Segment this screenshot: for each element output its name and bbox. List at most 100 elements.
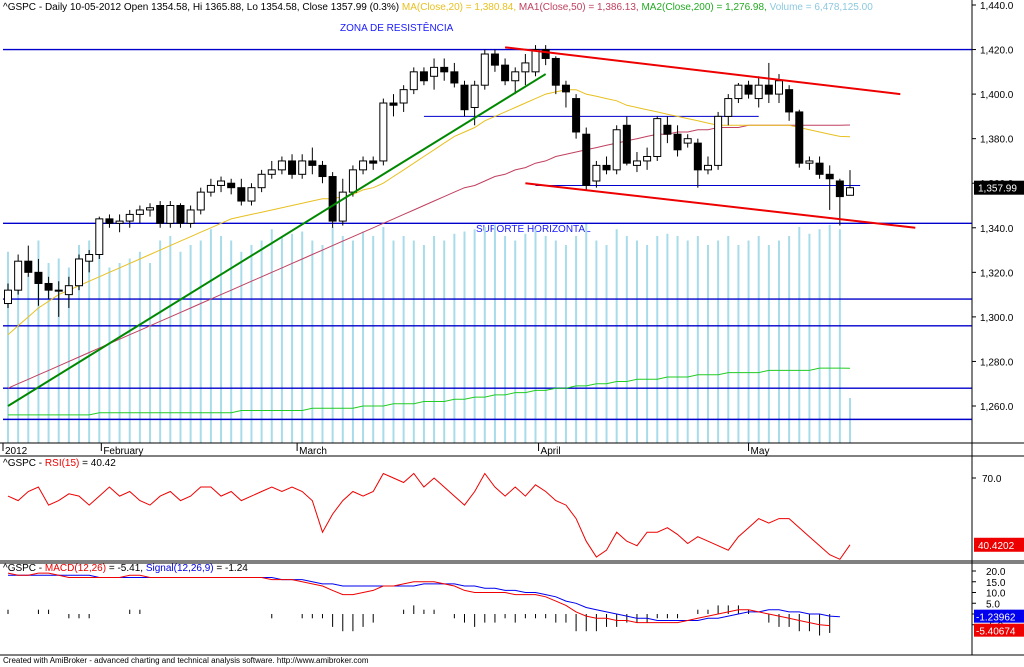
candle-body (206, 184, 215, 193)
macd-badge-bg (974, 623, 1024, 637)
candle-body (247, 187, 256, 202)
month-label: May (751, 446, 770, 457)
candle-body (622, 124, 631, 164)
header-ma50: MA1(Close,50) = 1,386.13, (518, 2, 639, 13)
candle-body (14, 260, 23, 291)
volume-bar (666, 233, 669, 443)
volume-bar (240, 251, 243, 443)
candle-body (541, 49, 550, 59)
volume-bar (686, 240, 689, 443)
price-tick-label: 1,260.0 (980, 402, 1014, 413)
volume-bar (98, 229, 101, 443)
candle-body (764, 84, 773, 95)
price-tick-label: 1,300.0 (980, 313, 1014, 324)
candle-body (288, 160, 297, 175)
candle-body (105, 218, 114, 224)
volume-bar (473, 229, 476, 443)
volume-bar (220, 236, 223, 443)
volume-bar (747, 240, 750, 443)
candle-body (308, 160, 317, 166)
candle-body (846, 187, 854, 196)
volume-bar (189, 245, 192, 443)
volume-bar (382, 227, 385, 443)
candle-body (602, 164, 611, 171)
volume-bar (209, 229, 212, 443)
candle-body (115, 220, 124, 224)
channel-lower-line (525, 182, 916, 229)
volume-bar (27, 274, 30, 443)
candle-body (683, 138, 692, 144)
support-label: SUPORTE HORIZONTAL (476, 224, 591, 235)
candle-body (348, 169, 357, 193)
candle-body (196, 191, 205, 211)
volume-bar (453, 233, 456, 443)
volume-bar (493, 224, 496, 443)
candle-body (612, 129, 621, 171)
candle-body (815, 162, 824, 175)
candle-body (703, 164, 712, 171)
candle-body (399, 89, 408, 104)
macd-tick-label: 15.0 (986, 578, 1006, 589)
volume-bar (88, 240, 91, 443)
candle-body (490, 53, 499, 66)
rsi-label: RSI(15) (44, 458, 80, 469)
footer-credit: Created with AmiBroker - advanced charti… (3, 656, 369, 665)
candle-body (470, 84, 479, 108)
volume-bar (138, 251, 141, 443)
candle-body (389, 102, 398, 106)
month-label: April (541, 446, 561, 457)
volume-bar (179, 251, 182, 443)
candle-body (521, 62, 530, 73)
candle-body (85, 254, 94, 262)
volume-bar (199, 240, 202, 443)
rsi-panel: 70.0 40.4202 (7, 472, 1024, 560)
rsi-value: = 40.42 (79, 458, 116, 469)
ma50-line (7, 124, 851, 389)
volume-bar (280, 236, 283, 443)
volume-bar (402, 236, 405, 443)
candle-body (440, 66, 449, 73)
candle-body (582, 133, 591, 186)
candle-body (186, 209, 195, 224)
volume-bar (250, 245, 253, 443)
candle-body (298, 160, 307, 175)
volume-bar (159, 240, 162, 443)
volume-bar (706, 245, 709, 443)
chart-header: ^GSPC - Daily 10-05-2012 Open 1354.58, H… (3, 2, 873, 13)
candle-body (227, 182, 236, 189)
rsi-badge-text: 40.4202 (978, 541, 1015, 552)
volume-bar (57, 258, 60, 443)
volume-bar (260, 240, 263, 443)
macd-tick-label: 20.0 (986, 567, 1006, 578)
volume-bar (169, 236, 172, 443)
candle-body (724, 98, 733, 117)
volume-bar (554, 240, 557, 443)
rsi-prefix: ^GSPC - (3, 458, 45, 469)
volume-bar (311, 240, 314, 443)
volume-bar (757, 236, 760, 443)
macd-header: ^GSPC - MACD(12,26) = -5.41, Signal(12,2… (3, 563, 248, 575)
volume-bar (422, 245, 425, 443)
volume-bar (392, 240, 395, 443)
candle-body (267, 169, 276, 175)
price-tick-label: 1,280.0 (980, 357, 1014, 368)
candle-body (561, 84, 570, 93)
candle-body (24, 260, 33, 273)
volume-bar (818, 229, 821, 443)
price-tick-label: 1,320.0 (980, 268, 1014, 279)
volume-bar (412, 240, 415, 443)
volume-bar (128, 258, 131, 443)
candle-body (744, 84, 753, 95)
horizontal-levels (3, 48, 972, 421)
volume-bar (717, 240, 720, 443)
volume-bar (534, 229, 537, 443)
price-tick-label: 1,440.0 (980, 1, 1014, 12)
candle-body (135, 209, 144, 215)
volume-bar (230, 240, 233, 443)
candle-body (754, 84, 763, 100)
volume-bar (585, 222, 588, 443)
rsi-header: ^GSPC - RSI(15) = 40.42 (3, 458, 116, 470)
volume-bar (615, 229, 618, 443)
